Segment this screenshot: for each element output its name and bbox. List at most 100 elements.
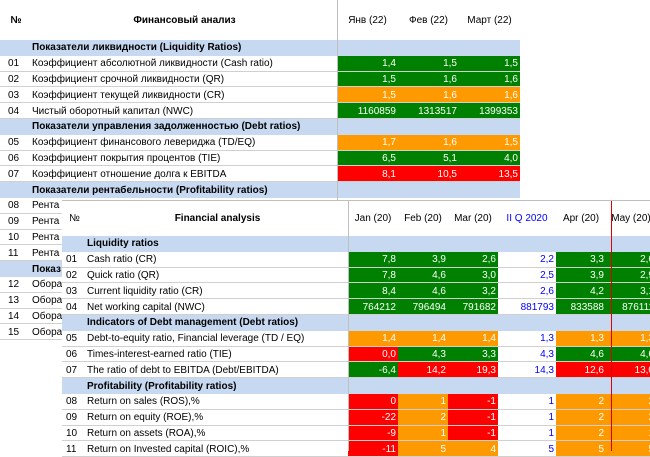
value-cell[interactable]: 3,3 bbox=[448, 346, 498, 363]
value-cell[interactable]: 1 bbox=[398, 425, 448, 442]
row-label[interactable]: Net working capital (NWC) bbox=[87, 301, 205, 313]
value-cell[interactable]: 2,6 bbox=[540, 285, 554, 297]
row-label[interactable]: Return on Invested capital (ROIC),% bbox=[87, 443, 250, 455]
row-label[interactable]: Коэффициент срочной ликвидности (QR) bbox=[32, 73, 225, 85]
value-cell[interactable]: 1,5 bbox=[337, 71, 398, 88]
row-number[interactable]: 11 bbox=[66, 443, 77, 455]
row-number[interactable]: 06 bbox=[66, 348, 78, 360]
section-title[interactable]: Показатели ликвидности (Liquidity Ratios… bbox=[32, 42, 242, 54]
row-number[interactable]: 10 bbox=[66, 427, 78, 439]
value-cell[interactable]: 1,6 bbox=[398, 87, 459, 104]
number-column-header[interactable]: № bbox=[69, 213, 80, 224]
row-label[interactable]: Debt-to-equity ratio, Financial leverage… bbox=[87, 333, 305, 345]
row-number[interactable]: 03 bbox=[66, 285, 78, 297]
month-header[interactable]: II Q 2020 bbox=[506, 213, 548, 224]
row-label[interactable]: The ratio of debt to EBITDA (Debt/EBITDA… bbox=[87, 364, 279, 376]
value-cell[interactable]: 5 bbox=[606, 441, 650, 457]
value-cell[interactable]: 1,5 bbox=[459, 55, 520, 72]
row-label[interactable]: Обора bbox=[32, 279, 63, 291]
value-cell[interactable]: 1,4 bbox=[348, 330, 398, 347]
row-number[interactable]: 01 bbox=[66, 254, 78, 266]
row-number[interactable]: 04 bbox=[8, 105, 20, 117]
row-label[interactable]: Рента bbox=[32, 247, 60, 259]
row-number[interactable]: 09 bbox=[66, 412, 78, 424]
value-cell[interactable]: 2 bbox=[606, 394, 650, 410]
month-header[interactable]: Март (22) bbox=[467, 14, 512, 26]
value-cell[interactable]: 7,8 bbox=[348, 267, 398, 284]
row-number[interactable]: 14 bbox=[8, 310, 20, 322]
value-cell[interactable]: 2 bbox=[556, 394, 606, 410]
value-cell[interactable]: 2 bbox=[556, 409, 606, 426]
row-number[interactable]: 07 bbox=[66, 364, 78, 376]
value-cell[interactable]: 4,3 bbox=[398, 346, 448, 363]
value-cell[interactable]: 3,2 bbox=[448, 283, 498, 300]
value-cell[interactable]: 1,6 bbox=[459, 87, 520, 104]
value-cell[interactable]: 4,6 bbox=[556, 346, 606, 363]
row-number[interactable]: 09 bbox=[8, 216, 20, 228]
value-cell[interactable]: 2 bbox=[398, 409, 448, 426]
month-header[interactable]: Feb (20) bbox=[404, 213, 442, 224]
section-title[interactable]: Profitability (Profitability ratios) bbox=[87, 380, 237, 392]
row-label[interactable]: Коэффициент отношение долга к EBITDA bbox=[32, 168, 227, 180]
row-label[interactable]: Return on equity (ROE),% bbox=[87, 412, 204, 424]
section-title[interactable]: Liquidity ratios bbox=[87, 238, 159, 250]
value-cell[interactable]: 14,3 bbox=[534, 364, 554, 376]
value-cell[interactable]: 1,6 bbox=[459, 71, 520, 88]
value-cell[interactable]: 8,4 bbox=[348, 283, 398, 300]
month-header[interactable]: Фев (22) bbox=[408, 14, 449, 26]
value-cell[interactable]: 2,2 bbox=[540, 254, 554, 266]
value-cell[interactable]: 5 bbox=[556, 441, 606, 457]
value-cell[interactable]: 12,6 bbox=[556, 362, 606, 379]
value-cell[interactable]: 1,6 bbox=[398, 71, 459, 88]
month-header[interactable]: Jan (20) bbox=[354, 213, 392, 224]
value-cell[interactable]: 1,3 bbox=[556, 330, 606, 347]
value-cell[interactable]: 2,6 bbox=[448, 251, 498, 268]
value-cell[interactable]: 13,5 bbox=[459, 166, 520, 183]
value-cell[interactable]: 3,9 bbox=[398, 251, 448, 268]
value-cell[interactable]: 4 bbox=[448, 441, 498, 457]
value-cell[interactable]: 1 bbox=[398, 394, 448, 410]
value-cell[interactable]: 4,6 bbox=[398, 267, 448, 284]
row-number[interactable]: 06 bbox=[8, 152, 20, 164]
value-cell[interactable]: 1,7 bbox=[337, 134, 398, 151]
value-cell[interactable]: 2 bbox=[606, 409, 650, 426]
month-header[interactable]: Янв (22) bbox=[348, 14, 387, 26]
row-number[interactable]: 05 bbox=[66, 333, 78, 345]
row-number[interactable]: 11 bbox=[8, 247, 19, 259]
value-cell[interactable]: -22 bbox=[348, 409, 398, 426]
value-cell[interactable]: 1 bbox=[548, 427, 554, 439]
value-cell[interactable]: 1,5 bbox=[459, 134, 520, 151]
value-cell[interactable]: 3,3 bbox=[556, 251, 606, 268]
value-cell[interactable]: 13,0 bbox=[606, 362, 650, 379]
value-cell[interactable]: 1313517 bbox=[398, 103, 459, 119]
value-cell[interactable]: 876111 bbox=[606, 299, 650, 315]
value-cell[interactable]: 2 bbox=[556, 425, 606, 442]
section-spacer[interactable] bbox=[62, 315, 87, 331]
section-spacer[interactable] bbox=[0, 40, 32, 56]
value-cell[interactable]: 2,6 bbox=[606, 251, 650, 268]
value-cell[interactable]: 881793 bbox=[520, 301, 554, 313]
value-cell[interactable]: 1399353 bbox=[459, 103, 520, 119]
value-cell[interactable]: 19,3 bbox=[448, 362, 498, 379]
row-label[interactable]: Коэффициент покрытия процентов (TIE) bbox=[32, 152, 221, 164]
section-spacer[interactable] bbox=[0, 119, 32, 135]
value-cell[interactable]: -1 bbox=[448, 394, 498, 410]
value-cell[interactable]: 1,4 bbox=[448, 330, 498, 347]
value-cell[interactable]: 8,1 bbox=[337, 166, 398, 183]
row-label[interactable]: Рента bbox=[32, 200, 60, 212]
value-cell[interactable]: 0,0 bbox=[348, 346, 398, 363]
month-header[interactable]: Mar (20) bbox=[454, 213, 492, 224]
row-label[interactable]: Обора bbox=[32, 310, 63, 322]
sheet-title[interactable]: Financial analysis bbox=[174, 213, 261, 224]
row-label[interactable]: Current liquidity ratio (CR) bbox=[87, 285, 203, 297]
month-header[interactable]: May (20) bbox=[611, 213, 650, 224]
section-spacer[interactable] bbox=[62, 378, 87, 394]
row-number[interactable]: 04 bbox=[66, 301, 78, 313]
value-cell[interactable]: 1,5 bbox=[337, 87, 398, 104]
value-cell[interactable]: 1 bbox=[548, 396, 554, 408]
row-number[interactable]: 15 bbox=[8, 326, 20, 338]
value-cell[interactable]: 4,6 bbox=[606, 346, 650, 363]
value-cell[interactable]: 0 bbox=[348, 394, 398, 410]
value-cell[interactable]: 833588 bbox=[556, 299, 606, 315]
row-number[interactable]: 05 bbox=[8, 137, 20, 149]
